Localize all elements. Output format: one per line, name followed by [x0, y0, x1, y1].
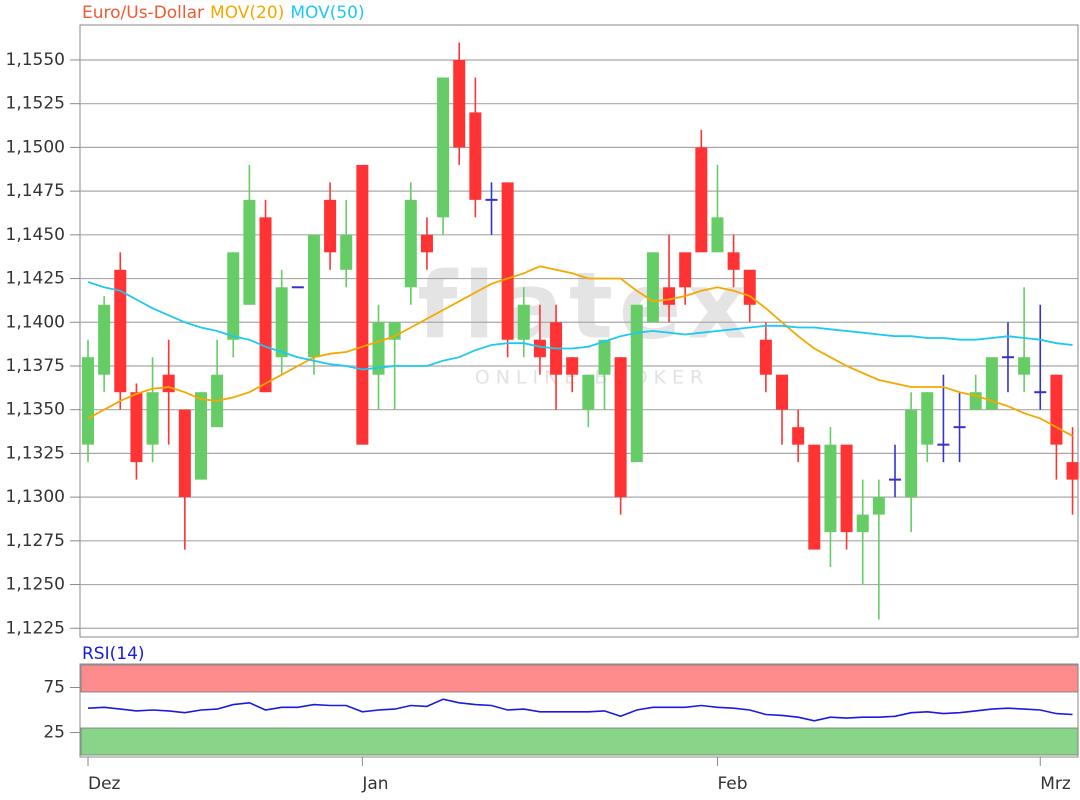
y-tick-label: 1,1475	[6, 181, 65, 201]
rsi-line	[87, 698, 1073, 722]
candle-body	[517, 304, 530, 340]
candle-body	[259, 217, 272, 393]
candle-body	[82, 357, 94, 445]
legend-overlay-name: MOV(50)	[290, 3, 364, 23]
y-tick-label: 1,1525	[6, 94, 65, 114]
candle-body	[178, 409, 191, 498]
candle-body	[905, 409, 918, 498]
candle-body	[679, 252, 692, 288]
rsi-band	[80, 727, 1079, 756]
candle-body	[808, 444, 821, 550]
moving-average-line	[87, 265, 1073, 437]
y-tick-label: 1,1400	[6, 312, 65, 332]
candle-body	[711, 217, 724, 253]
candle-body	[776, 374, 789, 410]
y-tick-label: 75	[43, 678, 65, 698]
candle-body	[372, 322, 385, 375]
y-tick-label: 1,1375	[6, 356, 65, 376]
candle-body	[646, 252, 659, 323]
candle-body	[582, 374, 595, 410]
candle-body	[872, 497, 885, 515]
candle-body	[743, 269, 756, 305]
candle-body	[356, 164, 369, 445]
y-tick-label: 1,1500	[6, 137, 65, 157]
candle-body	[533, 339, 546, 358]
y-tick-label: 1,1300	[6, 487, 65, 507]
candle-body	[130, 392, 143, 463]
candle-body	[1018, 357, 1031, 375]
candle-body	[840, 444, 853, 533]
y-tick-label: 1,1325	[6, 443, 65, 463]
candle-body	[985, 357, 998, 410]
y-tick-label: 1,1225	[6, 618, 65, 638]
price-plot-frame	[79, 24, 1079, 638]
candle-body	[469, 112, 482, 200]
candle-body	[194, 392, 207, 480]
candle-body	[598, 339, 611, 375]
candle-body	[162, 374, 175, 393]
rsi-band	[80, 664, 1079, 693]
candle-body	[420, 234, 433, 253]
y-tick-label: 25	[43, 723, 65, 743]
candle-body	[759, 339, 772, 375]
candle-body	[227, 252, 240, 340]
x-tick-label: Jan	[361, 774, 388, 794]
candle-body	[630, 304, 643, 463]
candle-body	[727, 252, 740, 270]
candle-body	[307, 234, 320, 358]
candle-body	[324, 199, 337, 253]
x-tick-label: Mrz	[1040, 774, 1071, 794]
y-tick-label: 1,1275	[6, 531, 65, 551]
y-tick-label: 1,1450	[6, 225, 65, 245]
candle-body	[501, 182, 514, 340]
candle-body	[921, 392, 934, 445]
candle-body	[792, 427, 805, 445]
candle-body	[243, 199, 256, 305]
candle-body	[275, 287, 288, 358]
candle-body	[1066, 462, 1079, 480]
candle-body	[1050, 374, 1063, 445]
x-tick-label: Dez	[88, 774, 121, 794]
watermark-logo: flatex	[417, 252, 752, 359]
y-tick-label: 1,1250	[6, 575, 65, 595]
legend-series-name: Euro/Us-Dollar	[82, 3, 204, 23]
legend-overlay-name: MOV(20)	[210, 3, 284, 23]
candle-body	[98, 304, 111, 375]
legend: Euro/Us-Dollar MOV(20) MOV(50)	[82, 3, 365, 23]
candle-body	[340, 234, 353, 270]
y-tick-label: 1,1425	[6, 269, 65, 289]
rsi-title: RSI(14)	[82, 644, 145, 664]
x-tick-label: Feb	[717, 774, 747, 794]
candle-body	[663, 287, 676, 305]
candle-body	[695, 147, 708, 253]
candle-body	[114, 269, 127, 393]
y-tick-label: 1,1350	[6, 400, 65, 420]
candle-body	[614, 357, 627, 498]
candle-body	[566, 357, 579, 375]
candle-body	[856, 514, 869, 533]
candle-body	[824, 444, 837, 533]
candle-body	[437, 77, 450, 218]
y-tick-label: 1,1550	[6, 50, 65, 70]
candle-body	[404, 199, 417, 288]
moving-average-line	[87, 281, 1073, 371]
candle-body	[453, 59, 466, 148]
candle-body	[146, 392, 159, 445]
